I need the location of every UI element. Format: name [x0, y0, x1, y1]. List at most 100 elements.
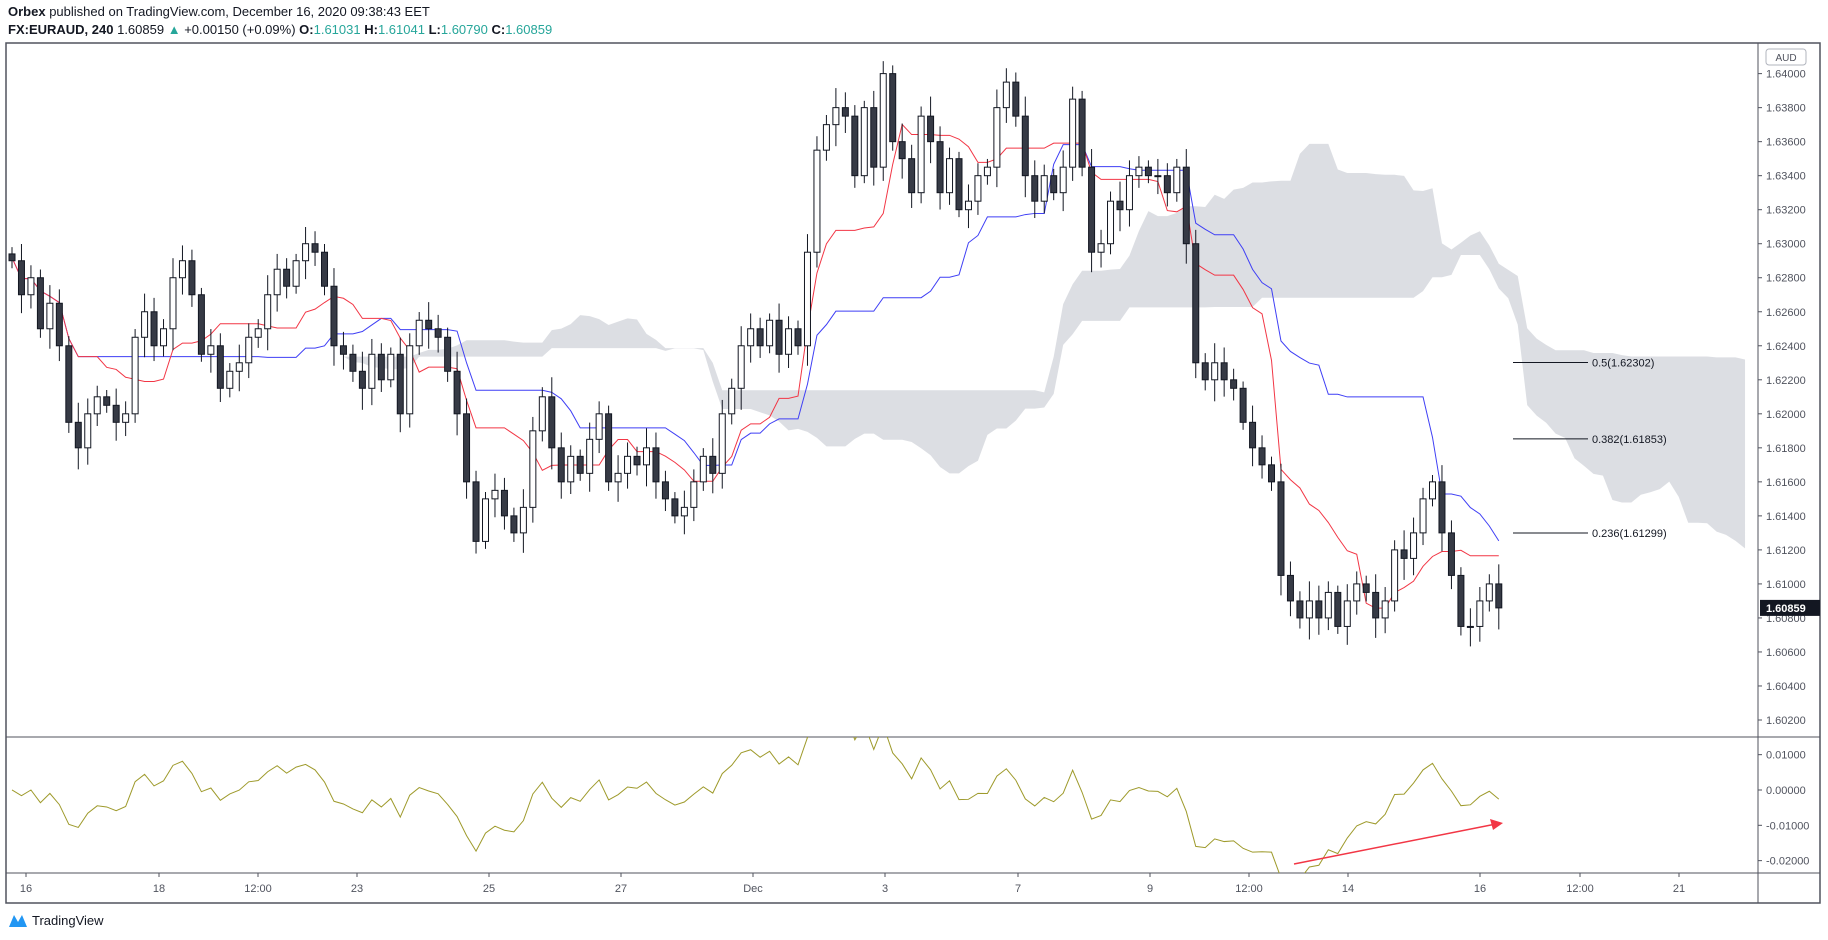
- candle-up: [974, 175, 982, 202]
- candle-down: [349, 353, 357, 372]
- candle-down: [396, 353, 404, 415]
- price-tick-label: 1.61000: [1766, 579, 1806, 591]
- candle-down: [1362, 583, 1370, 593]
- candle-down: [1315, 600, 1323, 619]
- candle-down: [661, 481, 669, 500]
- chart-frame: [5, 42, 1821, 904]
- candle-down: [434, 328, 442, 338]
- last-price-marker: [1760, 599, 1820, 616]
- candle-up: [273, 268, 281, 296]
- candle-down: [927, 115, 935, 143]
- candle-up: [1485, 583, 1493, 602]
- candle-up: [1125, 175, 1133, 211]
- candle-down: [671, 498, 679, 517]
- price-tick-label: 1.61200: [1766, 545, 1806, 557]
- candle-down: [188, 260, 196, 296]
- candle-up: [567, 455, 575, 483]
- candle-down: [358, 370, 366, 389]
- time-tick-label: 12:00: [1566, 883, 1594, 895]
- candle-up: [1466, 625, 1474, 628]
- candle-down: [605, 413, 613, 483]
- tradingview-logo[interactable]: TradingView: [8, 912, 104, 928]
- published-text: published on TradingView.com, December 1…: [49, 4, 430, 19]
- price-tick-label: 1.61800: [1766, 443, 1806, 455]
- candle-down: [898, 141, 906, 160]
- candle-down: [1192, 243, 1200, 364]
- chart[interactable]: 1.64000 1.63800 1.63600 1.63400 1.63200 1.630…: [0, 0, 1828, 910]
- candle-up: [1353, 583, 1361, 602]
- candle-down: [1249, 421, 1257, 449]
- candle-up: [245, 336, 253, 364]
- time-tick-label: 25: [483, 883, 495, 895]
- candle-up: [1135, 166, 1143, 177]
- candle-up: [93, 396, 101, 415]
- candle-down: [150, 311, 158, 347]
- candle-up: [586, 438, 594, 474]
- candle-down: [112, 404, 120, 423]
- candle-down: [444, 336, 452, 372]
- candle-down: [55, 302, 63, 347]
- close-value: 1.60859: [505, 22, 553, 37]
- candle-down: [1012, 81, 1020, 117]
- candle-up: [46, 302, 54, 330]
- time-tick-label: 3: [882, 883, 888, 895]
- candle-up: [595, 413, 603, 440]
- candle-up: [879, 73, 887, 168]
- candle-up: [624, 455, 632, 474]
- oscillator-line: [11, 737, 1500, 873]
- candle-down: [775, 319, 783, 355]
- price-tick-label: 1.60800: [1766, 613, 1806, 625]
- candle-down: [510, 515, 518, 534]
- candle-down: [1220, 362, 1228, 381]
- fib-level-label: 0.382(1.61853): [1592, 434, 1667, 446]
- candle-up: [1410, 532, 1418, 559]
- high-label: H:: [364, 22, 378, 37]
- candle-down: [1230, 379, 1238, 389]
- candle-up: [822, 124, 830, 151]
- candle-up: [1324, 591, 1332, 619]
- up-arrow-icon: ▲: [167, 22, 181, 37]
- candle-down: [870, 107, 878, 168]
- candle-down: [1372, 591, 1380, 619]
- candle-down: [633, 455, 641, 466]
- low-label: L:: [428, 22, 441, 37]
- candle-down: [1296, 600, 1304, 619]
- price-tick-label: 1.63600: [1766, 137, 1806, 149]
- arrow-head-icon: [1490, 819, 1503, 830]
- candle-down: [652, 447, 660, 483]
- candle-up: [1391, 549, 1399, 602]
- open-value: 1.61031: [313, 22, 361, 37]
- candle-up: [141, 311, 149, 338]
- candle-up: [747, 328, 755, 347]
- currency-badge-label: AUD: [1775, 53, 1796, 64]
- ichimoku-cloud: [258, 143, 1746, 549]
- price-tick-label: 1.60600: [1766, 647, 1806, 659]
- candle-up: [122, 413, 130, 423]
- candle-down: [576, 455, 584, 474]
- candle-down: [463, 413, 471, 483]
- candle-down: [36, 277, 44, 330]
- candle-down: [1116, 200, 1124, 211]
- candle-up: [803, 251, 811, 347]
- close-label: C:: [491, 22, 506, 37]
- kijun-line: [11, 144, 1500, 542]
- candle-up: [491, 489, 499, 500]
- candle-up: [538, 396, 546, 432]
- candle-down: [1239, 387, 1247, 423]
- high-value: 1.61041: [377, 22, 425, 37]
- candle-down: [216, 345, 224, 389]
- price-tick-label: 1.63200: [1766, 205, 1806, 217]
- oscillator-pane: [11, 737, 1500, 873]
- candle-up: [482, 498, 489, 542]
- osc-tick-label: 0.01000: [1766, 750, 1806, 762]
- candle-down: [1277, 481, 1285, 576]
- candle-up: [946, 158, 954, 194]
- candle-up: [264, 294, 272, 330]
- candle-up: [1059, 166, 1067, 194]
- candle-up: [1173, 166, 1181, 194]
- candle-up: [415, 319, 423, 347]
- price-tick-label: 1.62800: [1766, 273, 1806, 285]
- candle-down: [1163, 175, 1171, 194]
- candle-up: [235, 362, 243, 372]
- osc-tick-label: -0.02000: [1766, 856, 1809, 868]
